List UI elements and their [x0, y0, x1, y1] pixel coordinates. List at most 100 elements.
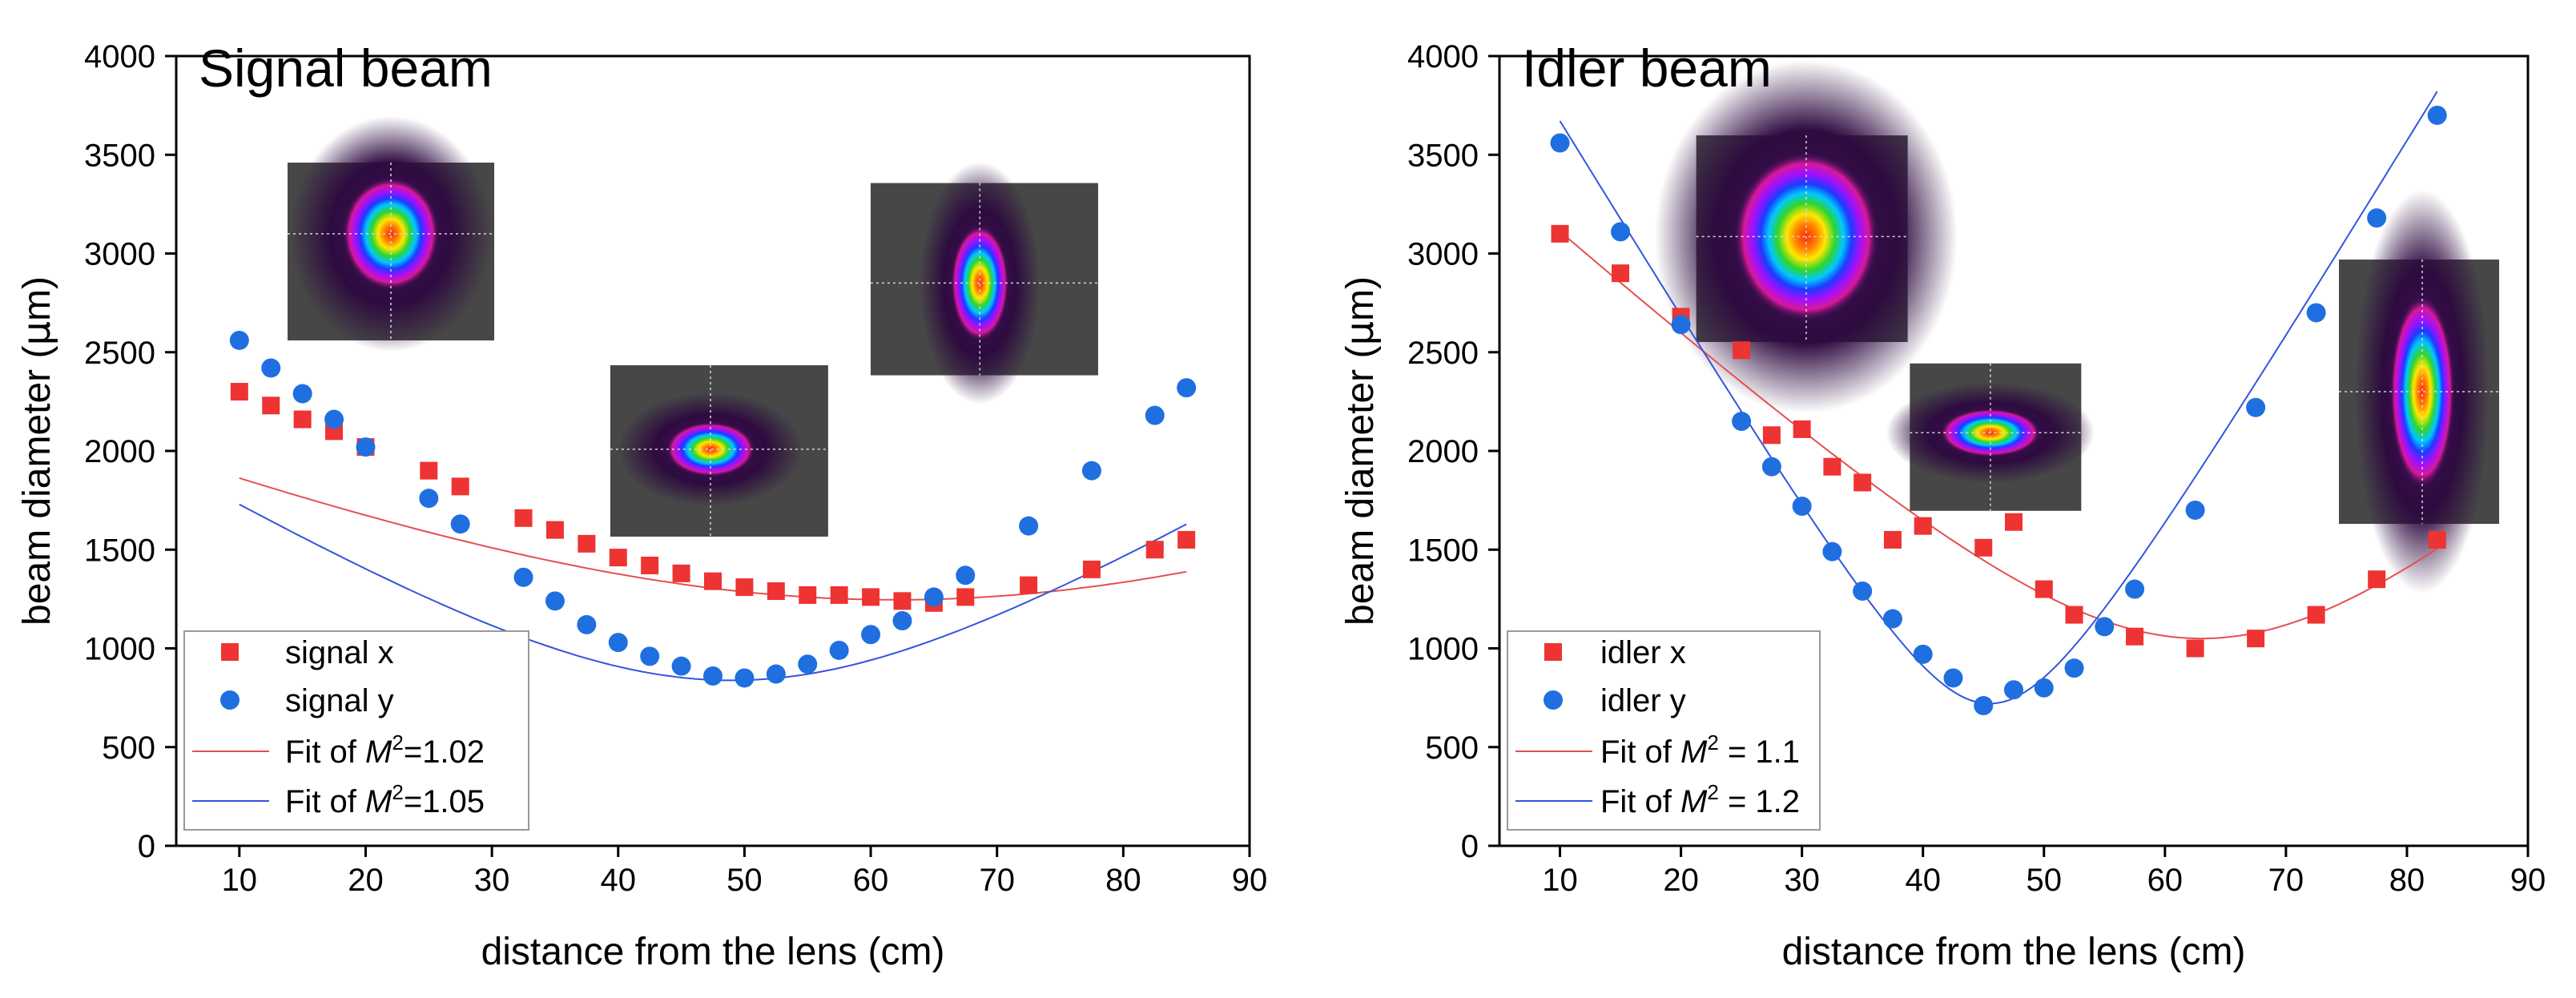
data-point-x	[1762, 426, 1781, 445]
data-point-x	[862, 588, 880, 606]
x-axis-title: distance from the lens (cm)	[481, 931, 945, 973]
y-tick-label: 0	[138, 829, 155, 864]
data-point-y	[2427, 105, 2447, 125]
data-point-x	[1974, 538, 1993, 557]
legend-box	[1507, 630, 1821, 831]
fit-x-label-pre: Fit of	[1600, 734, 1680, 770]
data-point-x	[1145, 541, 1164, 559]
data-point-y	[1145, 405, 1165, 425]
data-point-y	[2246, 397, 2266, 417]
y-tick-label: 2000	[1407, 434, 1479, 469]
data-point-y	[2004, 680, 2023, 700]
y-tick-label: 2000	[84, 434, 155, 469]
legend-marker-idler-y	[1544, 690, 1563, 710]
legend-label-fit-x: Fit of M2 = 1.1	[1600, 730, 1800, 770]
x-tick-label: 70	[979, 863, 1015, 898]
data-point-x	[641, 556, 659, 574]
data-point-x	[767, 582, 785, 601]
fit-x-label-post: = 1.1	[1719, 734, 1800, 770]
legend-marker-idler-x	[1544, 643, 1562, 661]
inset-beam-spot	[2390, 296, 2455, 489]
legend: idler x idler y Fit of M2 = 1.1 Fit of M…	[1507, 630, 1821, 831]
beam-profile-near	[1654, 59, 1958, 413]
data-point-y	[2095, 617, 2115, 637]
data-point-y	[2185, 500, 2205, 520]
data-point-x	[1733, 341, 1751, 360]
data-points	[229, 330, 1197, 688]
x-tick-label: 50	[727, 863, 763, 898]
legend-marker-signal-x	[221, 643, 239, 661]
data-point-y	[229, 330, 249, 350]
x-tick-label: 80	[1105, 863, 1141, 898]
x-tick-label: 80	[2389, 863, 2425, 898]
axis-ticks: 10 20 30 40 50 60 70 80 90 0 500 1000 1500 2000 2500 30…	[84, 39, 1267, 898]
data-point-y	[2034, 678, 2054, 698]
data-point-y	[1822, 541, 1842, 561]
y-tick-label: 1000	[84, 632, 155, 667]
data-point-x	[1823, 457, 1841, 476]
fit-y-label-sup: 2	[392, 780, 403, 804]
data-point-x	[799, 586, 817, 604]
data-point-y	[1732, 412, 1752, 432]
y-tick-label: 3500	[84, 138, 155, 173]
data-point-y	[640, 646, 660, 666]
fit-y-label-post: =1.05	[404, 784, 485, 819]
x-tick-label: 40	[601, 863, 637, 898]
x-tick-label: 30	[474, 863, 510, 898]
data-point-y	[2125, 579, 2145, 599]
y-axis-title-pre: beam diameter (	[1339, 346, 1382, 626]
data-point-y	[577, 614, 597, 634]
fit-y-label-sup: 2	[1707, 780, 1718, 804]
data-point-y	[2367, 208, 2387, 228]
data-point-y	[513, 567, 533, 587]
x-tick-label: 40	[1905, 863, 1941, 898]
y-tick-label: 1500	[1407, 533, 1479, 568]
data-point-y	[1913, 644, 1933, 664]
data-point-x	[2065, 606, 2083, 624]
legend-box	[183, 630, 529, 831]
x-tick-label: 30	[1784, 863, 1820, 898]
data-point-x	[735, 578, 754, 597]
legend-label-fit-y: Fit of M2=1.05	[285, 780, 485, 819]
data-point-x	[514, 509, 533, 527]
data-point-x	[2307, 606, 2325, 624]
data-point-x	[1082, 560, 1101, 578]
data-point-y	[1761, 457, 1781, 477]
y-tick-label: 500	[1425, 730, 1479, 766]
data-point-y	[545, 591, 565, 611]
legend-label-fit-x: Fit of M2=1.02	[285, 730, 485, 770]
data-point-x	[293, 410, 312, 429]
data-point-x	[1551, 224, 1569, 243]
y-tick-label: 1000	[1407, 632, 1479, 667]
data-point-y	[1943, 668, 1963, 688]
x-tick-label: 90	[2510, 863, 2546, 898]
y-tick-label: 500	[102, 730, 155, 766]
fit-y-label-m: M	[1680, 784, 1708, 819]
data-point-y	[2306, 303, 2326, 323]
data-point-y	[703, 666, 722, 686]
fit-y-label-pre: Fit of	[1600, 784, 1680, 819]
beam-profile-near	[288, 115, 494, 352]
data-point-y	[1019, 516, 1039, 536]
data-point-y	[1882, 609, 1902, 629]
data-point-x	[230, 383, 248, 401]
legend-label-fit-y: Fit of M2 = 1.2	[1600, 780, 1800, 819]
fit-x-label-m: M	[1680, 734, 1708, 770]
data-point-y	[671, 656, 691, 676]
data-point-y	[1081, 461, 1101, 481]
x-tick-label: 20	[348, 863, 384, 898]
fit-x-label-post: =1.02	[404, 734, 485, 770]
legend-label-signal-y: signal y	[285, 683, 394, 718]
x-tick-label: 10	[222, 863, 258, 898]
data-point-x	[830, 586, 848, 604]
data-point-y	[1177, 378, 1197, 398]
data-point-x	[956, 588, 975, 606]
y-axis-title-pre: beam diameter (	[16, 346, 58, 626]
data-point-y	[1611, 222, 1631, 242]
data-point-y	[924, 587, 944, 607]
y-tick-label: 3000	[1407, 237, 1479, 272]
beam-profile-insets	[1654, 59, 2500, 594]
data-point-x	[2035, 580, 2053, 598]
legend-label-idler-y: idler y	[1600, 683, 1686, 718]
